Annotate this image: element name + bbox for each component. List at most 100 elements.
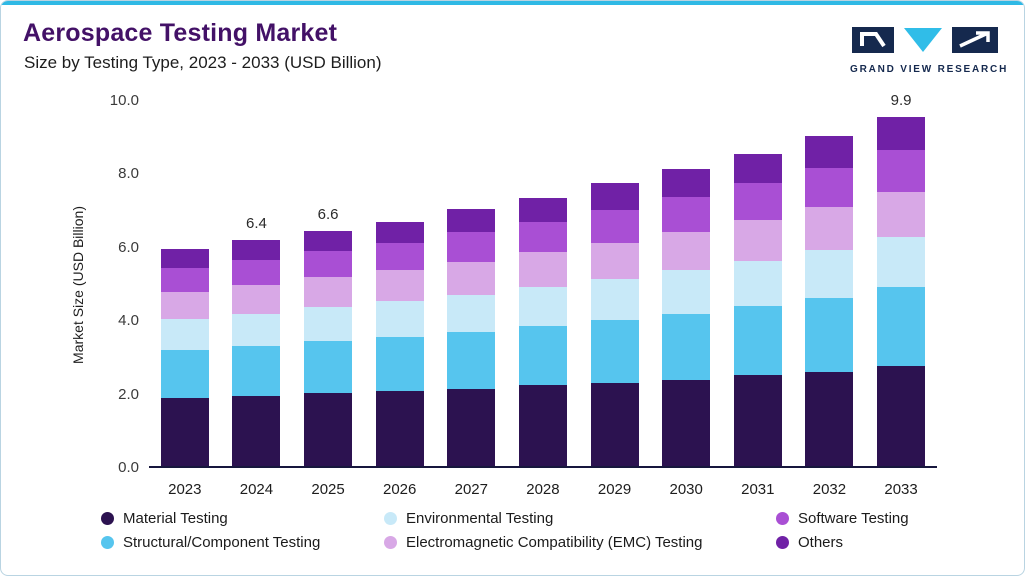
bar-segment: [304, 393, 353, 466]
bar-segment: [877, 150, 926, 192]
y-axis-title: Market Size (USD Billion): [67, 101, 89, 468]
legend-item: Material Testing: [101, 510, 384, 527]
bar-value-label: 6.4: [246, 215, 267, 233]
bar-segment: [733, 154, 782, 184]
bar-segment: [304, 307, 353, 342]
chart-subtitle: Size by Testing Type, 2023 - 2033 (USD B…: [24, 53, 382, 72]
legend-label: Others: [798, 534, 844, 551]
bar-segment: [232, 346, 281, 396]
bar-segment: [733, 220, 782, 261]
bar-column-2023: 2023: [160, 101, 209, 498]
bar-column-2026: 2026: [375, 101, 424, 498]
bar-segment: [733, 183, 782, 221]
bar-segment: [662, 379, 711, 466]
bar-segment: [160, 291, 209, 320]
bar-stack: [304, 231, 353, 466]
legend-marker-icon: [776, 536, 789, 549]
bar-column-2032: 2032: [805, 101, 854, 498]
bar-segment: [375, 301, 424, 337]
legend-marker-icon: [101, 512, 114, 525]
bar-segment: [877, 287, 926, 367]
bar-stack: [375, 222, 424, 466]
bar-column-2029: 2029: [590, 101, 639, 498]
legend-item: Software Testing: [776, 510, 941, 527]
bar-segment: [375, 336, 424, 391]
bar-segment: [805, 207, 854, 251]
legend-item: Environmental Testing: [384, 510, 776, 527]
bar-segment: [375, 270, 424, 302]
bar-segment: [232, 395, 281, 466]
bar-segment: [304, 341, 353, 394]
bar-segment: [733, 375, 782, 466]
bar-stack: [447, 209, 496, 466]
top-accent-bar: [1, 1, 1024, 5]
bar-segment: [662, 196, 711, 232]
bar-value-label: 6.6: [317, 206, 339, 224]
legend-item: Others: [776, 534, 941, 551]
bar-segment: [232, 313, 281, 346]
bar-segment: [518, 385, 567, 466]
bar-segment: [877, 236, 926, 288]
y-axis-tick: 6.0: [118, 238, 139, 256]
bar-column-2025: 6.6 2025: [304, 101, 353, 498]
legend-marker-icon: [384, 536, 397, 549]
legend-item: Structural/Component Testing: [101, 534, 384, 551]
bar-segment: [447, 388, 496, 466]
bar-segment: [590, 279, 639, 321]
bar-segment: [232, 260, 281, 286]
y-axis-tick: 8.0: [118, 165, 139, 183]
bar-segment: [375, 242, 424, 271]
bar-segment: [160, 249, 209, 268]
bar-value-label: 9.9: [890, 92, 912, 110]
bar-segment: [160, 398, 209, 466]
bar-segment: [805, 250, 854, 299]
legend-label: Structural/Component Testing: [123, 534, 321, 551]
legend-label: Electromagnetic Compatibility (EMC) Test…: [406, 534, 703, 551]
bar-column-2028: 2028: [518, 101, 567, 498]
bar-stack: [662, 168, 711, 466]
bar-segment: [590, 382, 639, 466]
bar-segment: [447, 261, 496, 295]
bar-segment: [662, 270, 711, 314]
bar-stack: [232, 240, 281, 466]
legend-marker-icon: [101, 536, 114, 549]
bar-segment: [805, 135, 854, 168]
legend-label: Software Testing: [798, 510, 909, 527]
legend-marker-icon: [384, 512, 397, 525]
legend-marker-icon: [776, 512, 789, 525]
bar-segment: [590, 242, 639, 280]
bar-segment: [877, 117, 926, 151]
bar-segment: [375, 222, 424, 243]
bar-stack: [160, 249, 209, 466]
x-axis-label: 2027: [454, 481, 488, 498]
bar-segment: [447, 332, 496, 389]
x-axis-label: 2023: [168, 481, 202, 498]
bar-stack: [877, 117, 926, 466]
bar-segment: [877, 366, 926, 466]
bar-segment: [518, 286, 567, 326]
bar-segment: [733, 306, 782, 375]
bar-segment: [447, 294, 496, 333]
plot-area: 2023 6.4 2024 6.6 2025 2026 2027 2028 2029 2030 20…: [149, 92, 937, 498]
bar-segment: [518, 221, 567, 253]
bar-segment: [160, 319, 209, 351]
bar-stack: [590, 183, 639, 466]
bar-column-2024: 6.4 2024: [232, 101, 281, 498]
bar-stack: [518, 198, 567, 466]
x-axis-label: 2032: [812, 481, 847, 498]
gvr-logo-text: GRAND VIEW RESEARCH: [850, 64, 1009, 75]
x-axis-label: 2030: [669, 481, 703, 498]
bar-segment: [518, 252, 567, 287]
bar-segment: [518, 325, 567, 386]
bar-segment: [232, 240, 281, 261]
bar-column-2031: 2031: [733, 101, 782, 498]
x-axis-label: 2026: [383, 481, 417, 498]
bar-segment: [160, 350, 209, 399]
bar-segment: [590, 183, 639, 210]
gvr-logo-icon: [852, 27, 998, 53]
x-axis-label: 2025: [311, 481, 345, 498]
bar-segment: [662, 231, 711, 271]
page-title: Aerospace Testing Market: [23, 19, 338, 47]
gvr-logo: GRAND VIEW RESEARCH: [850, 25, 1009, 75]
